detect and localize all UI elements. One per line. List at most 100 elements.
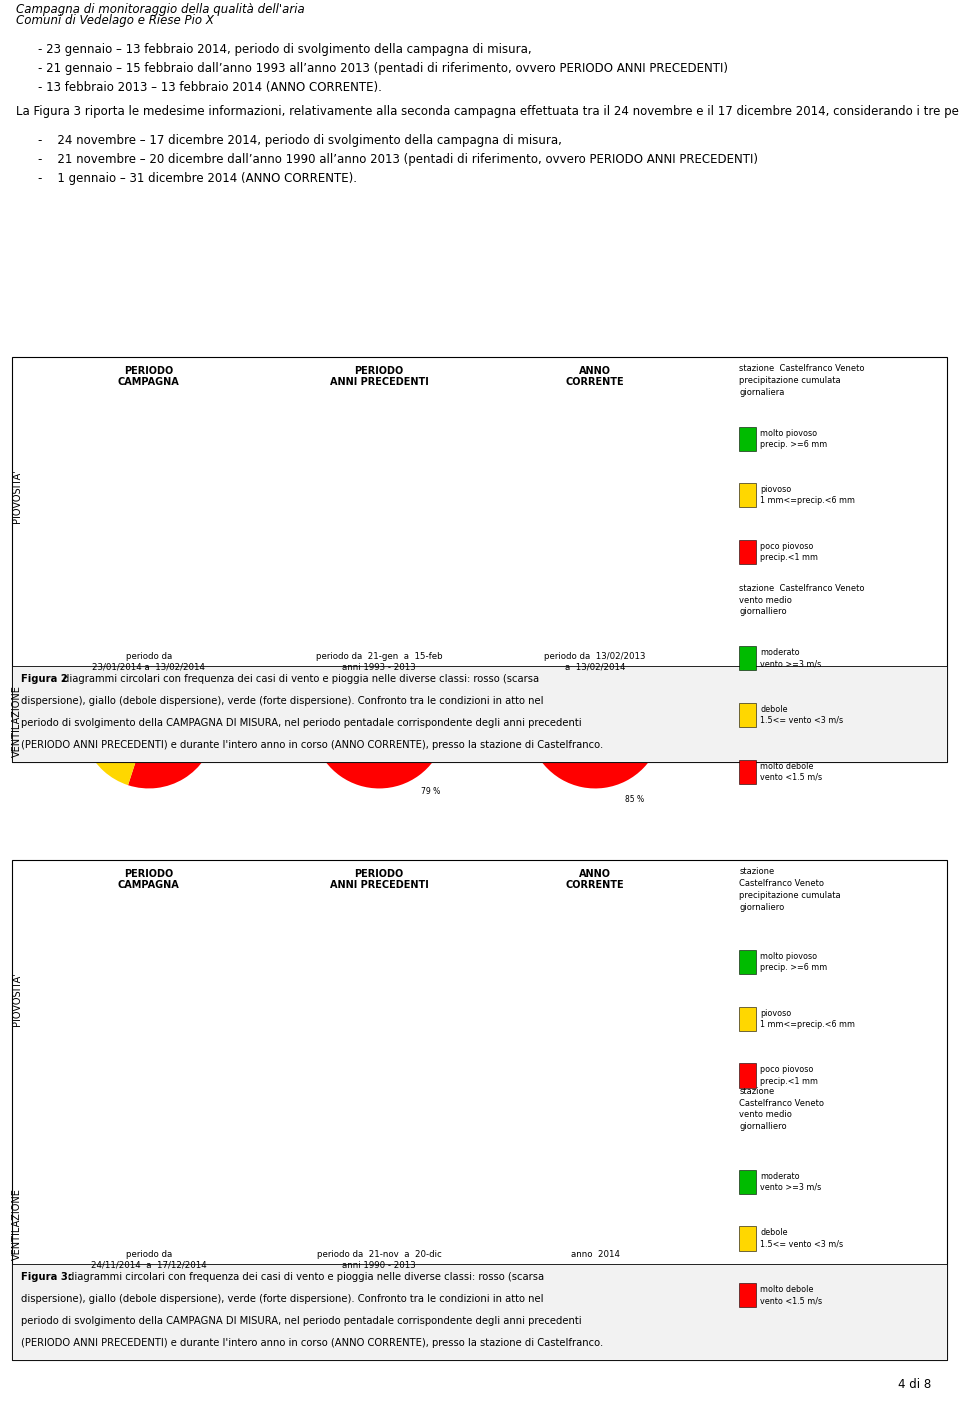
Wedge shape [375,655,379,721]
Text: - 21 gennaio – 15 febbraio dall’anno 1993 all’anno 2013 (pentadi di riferimento,: - 21 gennaio – 15 febbraio dall’anno 199… [38,61,729,75]
Text: PERIODO
ANNI PRECEDENTI: PERIODO ANNI PRECEDENTI [330,366,428,387]
Wedge shape [371,1158,379,1224]
Wedge shape [312,429,446,563]
Wedge shape [102,932,216,1066]
Text: 1.7 %: 1.7 % [580,1132,601,1142]
Text: 83.5 %: 83.5 % [409,1295,436,1305]
Text: 17 %: 17 % [499,503,518,513]
Wedge shape [528,470,595,537]
Wedge shape [82,965,149,1047]
Text: dispersione), giallo (debole dispersione), verde (forte dispersione). Confronto : dispersione), giallo (debole dispersione… [21,1295,543,1305]
Text: VENTILAZIONE: VENTILAZIONE [12,686,22,757]
Text: VENTILAZIONE: VENTILAZIONE [12,1189,22,1260]
Text: 13.4 %: 13.4 % [330,915,357,924]
Wedge shape [312,451,379,496]
Text: stazione
Castelfranco Veneto
precipitazione cumulata
giornaliero: stazione Castelfranco Veneto precipitazi… [739,867,841,911]
Text: 13 %: 13 % [335,411,354,421]
Text: molto debole
vento <1.5 m/s: molto debole vento <1.5 m/s [760,761,823,782]
Wedge shape [528,983,595,1039]
Text: 2 %: 2 % [583,629,597,639]
Text: 76 %: 76 % [429,555,448,564]
Text: PERIODO
ANNI PRECEDENTI: PERIODO ANNI PRECEDENTI [330,869,428,890]
Text: moderato
vento >=3 m/s: moderato vento >=3 m/s [760,648,822,669]
Text: - 13 febbraio 2013 – 13 febbraio 2014 (ANNO CORRENTE).: - 13 febbraio 2013 – 13 febbraio 2014 (A… [38,81,382,94]
Wedge shape [312,1158,446,1291]
Text: diagrammi circolari con frequenza dei casi di vento e pioggia nelle diverse clas: diagrammi circolari con frequenza dei ca… [68,1272,544,1282]
Text: periodo di svolgimento della CAMPAGNA DI MISURA, nel periodo pentadale corrispon: periodo di svolgimento della CAMPAGNA DI… [21,1316,582,1326]
Text: 11 %: 11 % [290,456,308,466]
Text: poco piovoso
precip.<1 mm: poco piovoso precip.<1 mm [760,541,818,563]
Wedge shape [322,1158,379,1224]
Text: molto piovoso
precip. >=6 mm: molto piovoso precip. >=6 mm [760,952,828,972]
Text: 87.5 %: 87.5 % [169,1301,196,1309]
Wedge shape [82,693,149,785]
Text: periodo da  21-gen  a  15-feb
anni 1993 - 2013: periodo da 21-gen a 15-feb anni 1993 - 2… [316,652,443,672]
Text: stazione  Castelfranco Veneto
vento medio
giornalliero: stazione Castelfranco Veneto vento medio… [739,584,865,616]
Wedge shape [101,1158,149,1224]
Text: stazione
Castelfranco Veneto
vento medio
giornalliero: stazione Castelfranco Veneto vento medio… [739,1087,825,1131]
Text: 85 %: 85 % [625,795,644,803]
Text: molto debole
vento <1.5 m/s: molto debole vento <1.5 m/s [760,1285,823,1305]
Text: 14.4 %: 14.4 % [318,1146,345,1156]
Wedge shape [312,655,446,788]
Text: ANNO
CORRENTE: ANNO CORRENTE [565,869,625,890]
Wedge shape [149,429,216,563]
Wedge shape [329,932,379,999]
Text: debole
1.5<= vento <3 m/s: debole 1.5<= vento <3 m/s [760,704,844,726]
Wedge shape [88,429,149,496]
Text: PERIODO
CAMPAGNA: PERIODO CAMPAGNA [118,366,180,387]
Wedge shape [540,655,595,721]
Text: 62.5 %: 62.5 % [216,1027,243,1037]
Wedge shape [546,1158,595,1224]
Text: 12.5 %: 12.5 % [102,1139,129,1148]
Text: ANNO
CORRENTE: ANNO CORRENTE [565,366,625,387]
Wedge shape [528,1158,662,1291]
Text: 19 %: 19 % [537,419,556,428]
Text: periodo da  13/02/2013
a  13/02/2014: periodo da 13/02/2013 a 13/02/2014 [544,652,646,672]
Text: 13 %: 13 % [541,642,561,650]
Text: 1 %: 1 % [370,629,384,639]
Text: 18 %: 18 % [92,643,111,652]
Wedge shape [542,429,662,563]
Text: 18 %: 18 % [92,418,111,427]
Text: 8 %: 8 % [55,1006,69,1015]
Text: piovoso
1 mm<=precip.<6 mm: piovoso 1 mm<=precip.<6 mm [760,1009,855,1029]
Wedge shape [312,932,446,1066]
Text: -    24 novembre – 17 dicembre 2014, periodo di svolgimento della campagna di mi: - 24 novembre – 17 dicembre 2014, period… [38,135,563,147]
Text: poco piovoso
precip.<1 mm: poco piovoso precip.<1 mm [760,1066,818,1085]
Text: molto piovoso
precip. >=6 mm: molto piovoso precip. >=6 mm [760,428,828,449]
Wedge shape [530,932,595,999]
Text: Figura 2: Figura 2 [21,674,71,684]
Wedge shape [588,1158,595,1224]
Text: - 23 gennaio – 13 febbraio 2014, periodo di svolgimento della campagna di misura: - 23 gennaio – 13 febbraio 2014, periodo… [38,43,532,55]
Text: 13.8 %: 13.8 % [496,1012,522,1020]
Wedge shape [533,429,595,496]
Text: piovoso
1 mm<=precip.<6 mm: piovoso 1 mm<=precip.<6 mm [760,485,855,506]
Text: -    1 gennaio – 31 dicembre 2014 (ANNO CORRENTE).: - 1 gennaio – 31 dicembre 2014 (ANNO COR… [38,173,357,186]
Text: 2.1 %: 2.1 % [363,1132,384,1142]
Text: Campagna di monitoraggio della qualità dell'aria: Campagna di monitoraggio della qualità d… [16,3,305,16]
Text: periodo di svolgimento della CAMPAGNA DI MISURA, nel periodo pentadale corrispon: periodo di svolgimento della CAMPAGNA DI… [21,718,582,728]
Wedge shape [128,655,216,788]
Text: (PERIODO ANNI PRECEDENTI) e durante l'intero anno in corso (ANNO CORRENTE), pres: (PERIODO ANNI PRECEDENTI) e durante l'in… [21,1338,604,1349]
Text: debole
1.5<= vento <3 m/s: debole 1.5<= vento <3 m/s [760,1229,844,1248]
Text: PIOVOSITA': PIOVOSITA' [12,469,22,523]
Text: 27 %: 27 % [60,751,78,761]
Text: La Figura 3 riporta le medesime informazioni, relativamente alla seconda campagn: La Figura 3 riporta le medesime informaz… [16,105,960,118]
Text: 11.7 %: 11.7 % [543,1142,569,1151]
Text: 19 %: 19 % [316,648,335,657]
Text: 64.5 %: 64.5 % [660,1034,686,1043]
Wedge shape [528,655,662,788]
Text: 79 %: 79 % [421,786,441,796]
Text: Figura 3:: Figura 3: [21,1272,76,1282]
Text: 65 %: 65 % [664,530,684,538]
Text: stazione  Castelfranco Veneto
precipitazione cumulata
giornaliera: stazione Castelfranco Veneto precipitazi… [739,364,865,397]
Text: PERIODO
CAMPAGNA: PERIODO CAMPAGNA [118,869,180,890]
Wedge shape [82,1158,216,1291]
Wedge shape [330,429,379,496]
Text: (PERIODO ANNI PRECEDENTI) e durante l'intero anno in corso (ANNO CORRENTE), pres: (PERIODO ANNI PRECEDENTI) e durante l'in… [21,740,604,751]
Text: periodo da
23/01/2014 a  13/02/2014: periodo da 23/01/2014 a 13/02/2014 [92,652,205,672]
Text: 55 %: 55 % [226,730,245,740]
Text: anno  2014: anno 2014 [570,1250,620,1258]
Wedge shape [88,655,149,721]
